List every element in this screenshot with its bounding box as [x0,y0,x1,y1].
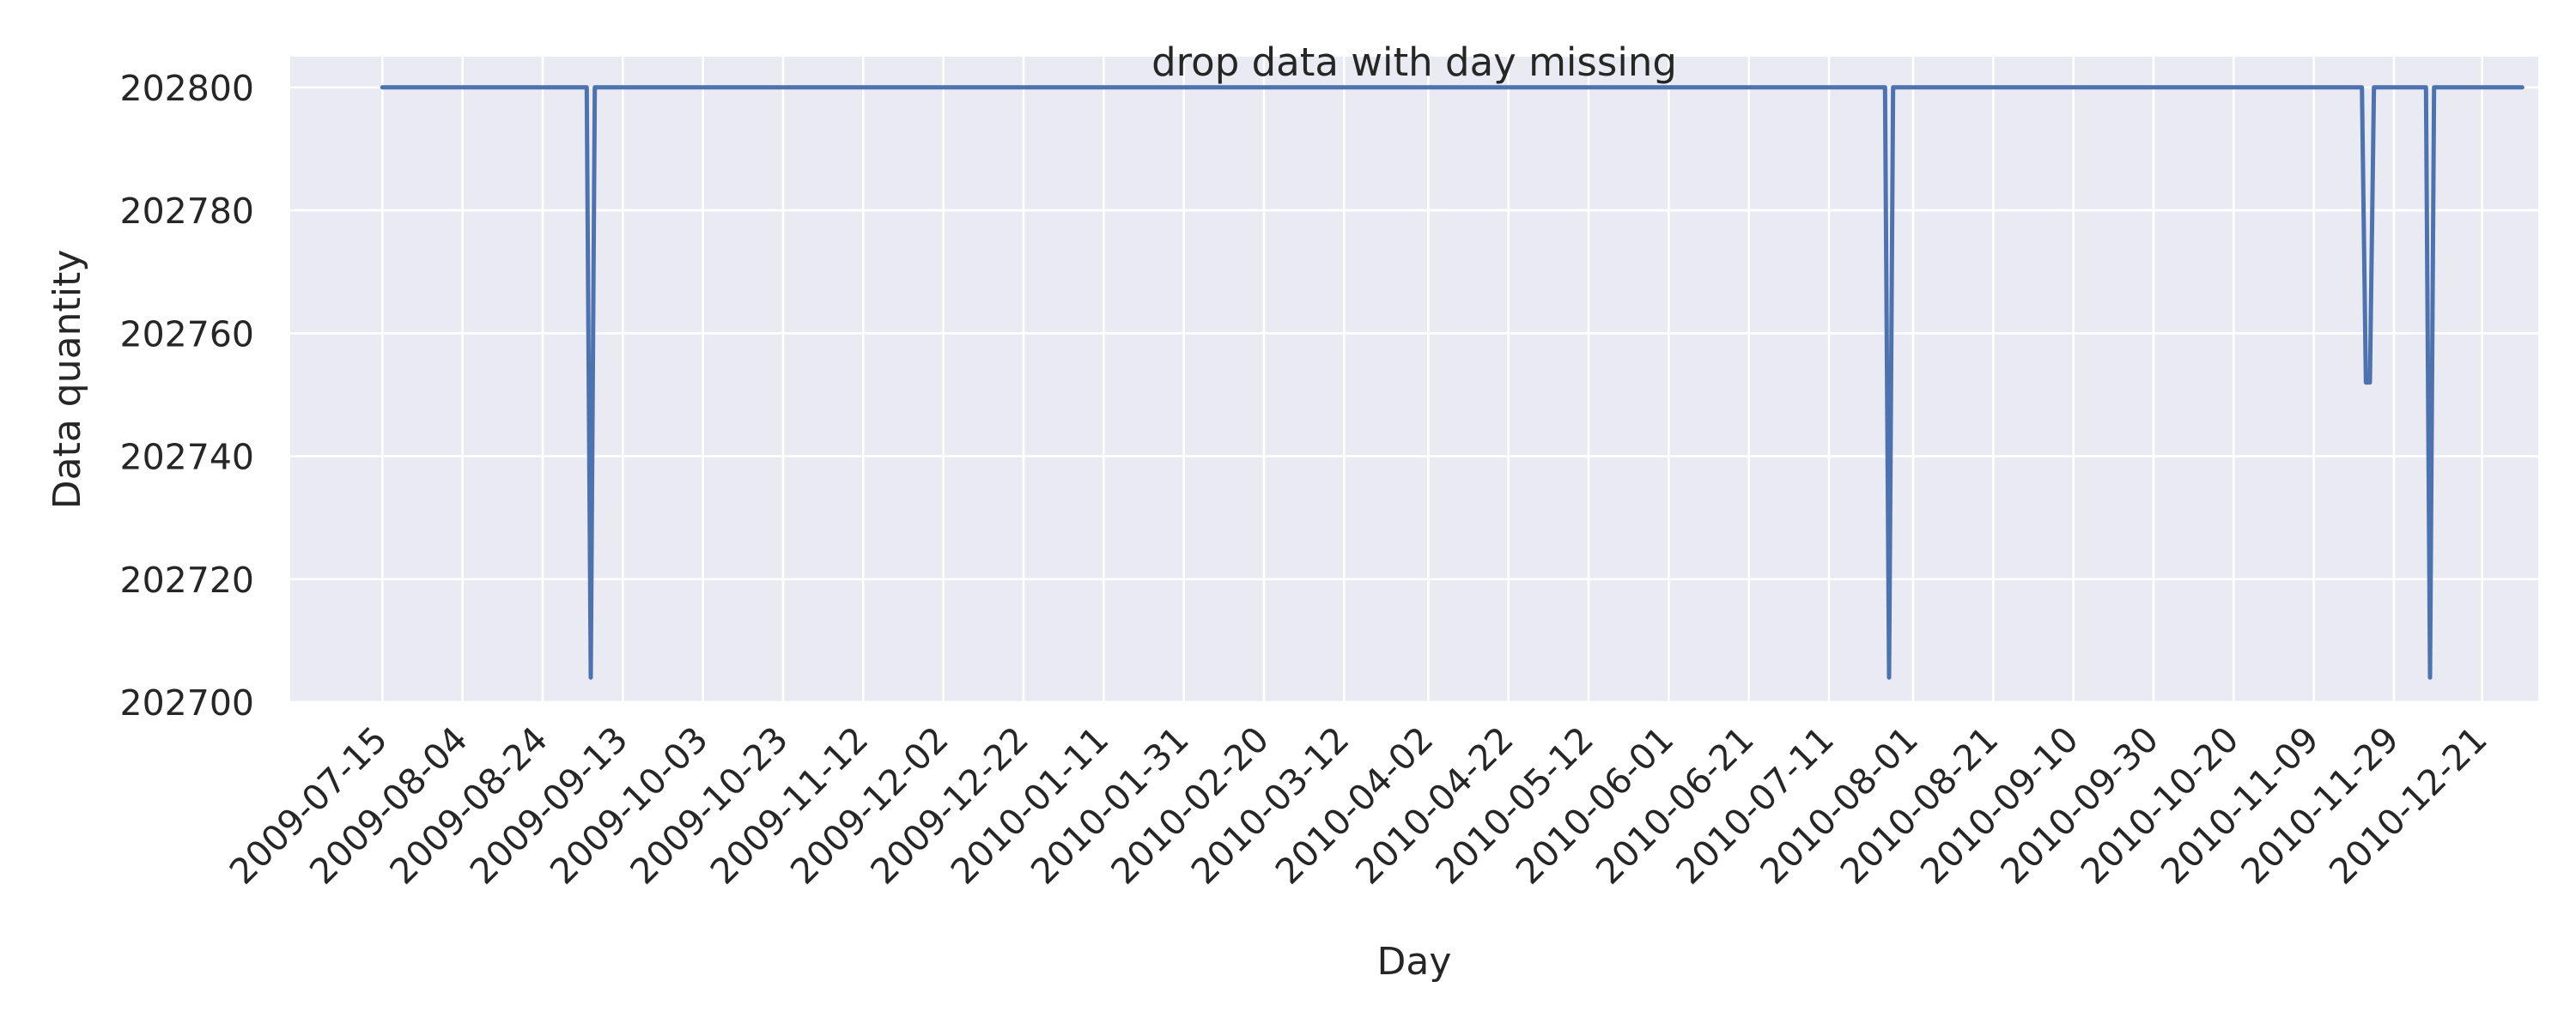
y-tick-label: 202800 [119,68,254,109]
x-gridlines [381,57,2483,702]
y-tick-label: 202740 [119,437,254,478]
y-tick-label: 202760 [119,313,254,354]
series-layer [380,85,2524,680]
y-axis-label: Data quantity [46,250,89,509]
series-line [380,85,2524,680]
y-tick-label: 202700 [119,682,254,724]
y-tick-label: 202780 [119,191,254,232]
chart-title: drop data with day missing [1151,39,1677,85]
plot-area [290,57,2538,702]
x-axis-ticks: 2009-07-152009-08-042009-08-242009-09-13… [222,718,2495,892]
x-axis-label: Day [1377,940,1452,984]
y-tick-label: 202720 [119,560,254,601]
y-axis-ticks: 202700 202720 202740 202760 202780 202800 [119,68,254,724]
